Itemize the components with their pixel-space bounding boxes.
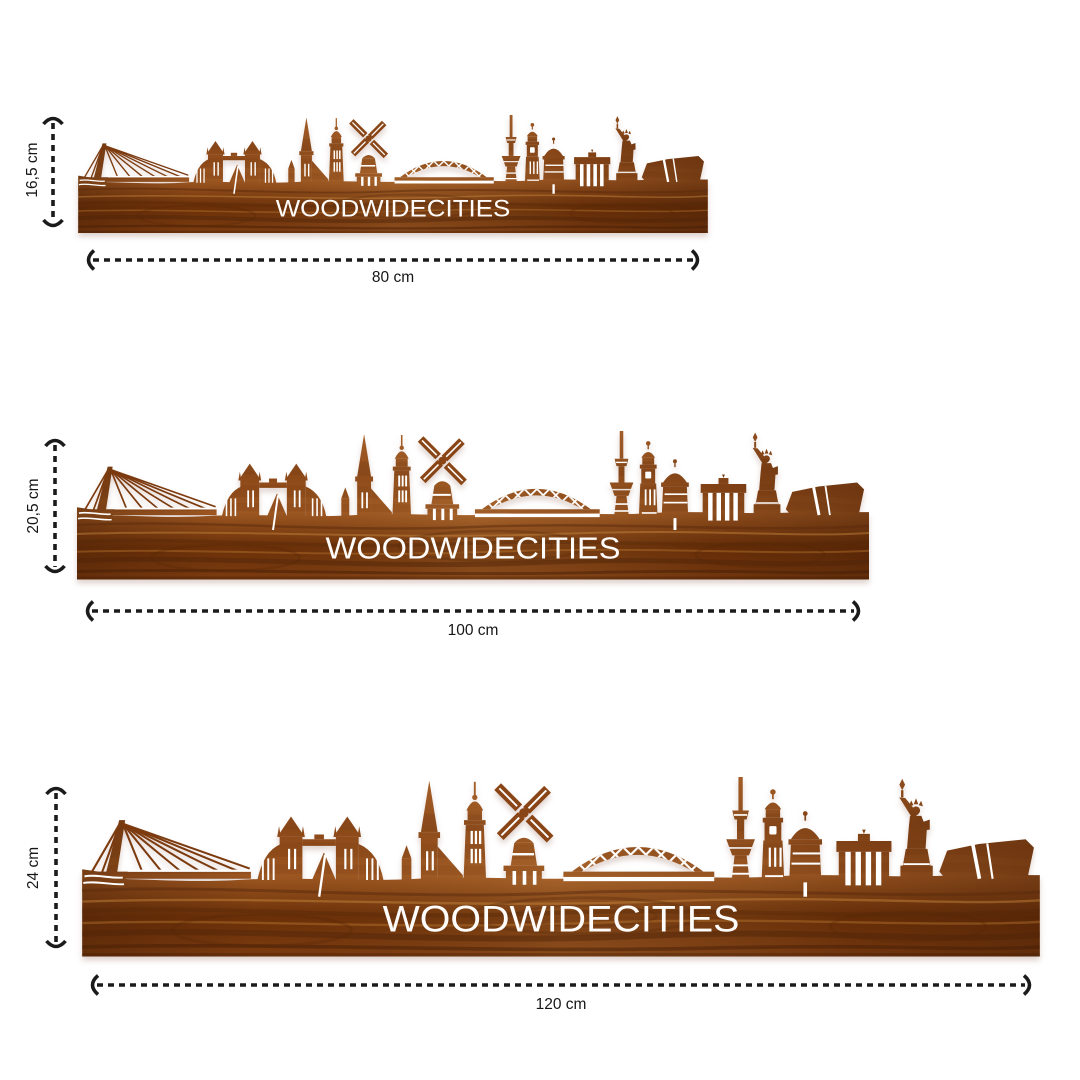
skyline-artwork-100cm [77, 431, 869, 580]
chevron-right-icon [690, 249, 700, 271]
chevron-right-icon [1022, 974, 1032, 996]
chevron-up-icon [42, 116, 64, 126]
skyline-artwork-80cm [78, 115, 708, 233]
chevron-left-icon [85, 600, 95, 622]
chevron-up-icon [45, 786, 67, 796]
width-dimension-arrow [86, 249, 700, 271]
width-dimension-arrow [90, 974, 1032, 996]
chevron-left-icon [86, 249, 96, 271]
chevron-up-icon [44, 438, 66, 448]
height-dimension-arrow [42, 116, 64, 228]
width-label: 120 cm [535, 996, 587, 1013]
height-dimension-arrow [45, 786, 67, 949]
width-label: 100 cm [447, 622, 499, 639]
chevron-down-icon [45, 939, 67, 949]
chevron-down-icon [42, 218, 64, 228]
chevron-right-icon [851, 600, 861, 622]
width-label: 80 cm [371, 269, 415, 286]
chevron-left-icon [90, 974, 100, 996]
width-dimension-arrow [85, 600, 861, 622]
height-dimension-arrow [44, 438, 66, 574]
height-label: 24 cm [25, 846, 42, 890]
chevron-down-icon [44, 564, 66, 574]
height-label: 20,5 cm [25, 478, 42, 534]
height-label: 16,5 cm [24, 142, 41, 198]
skyline-artwork-120cm [82, 777, 1040, 957]
